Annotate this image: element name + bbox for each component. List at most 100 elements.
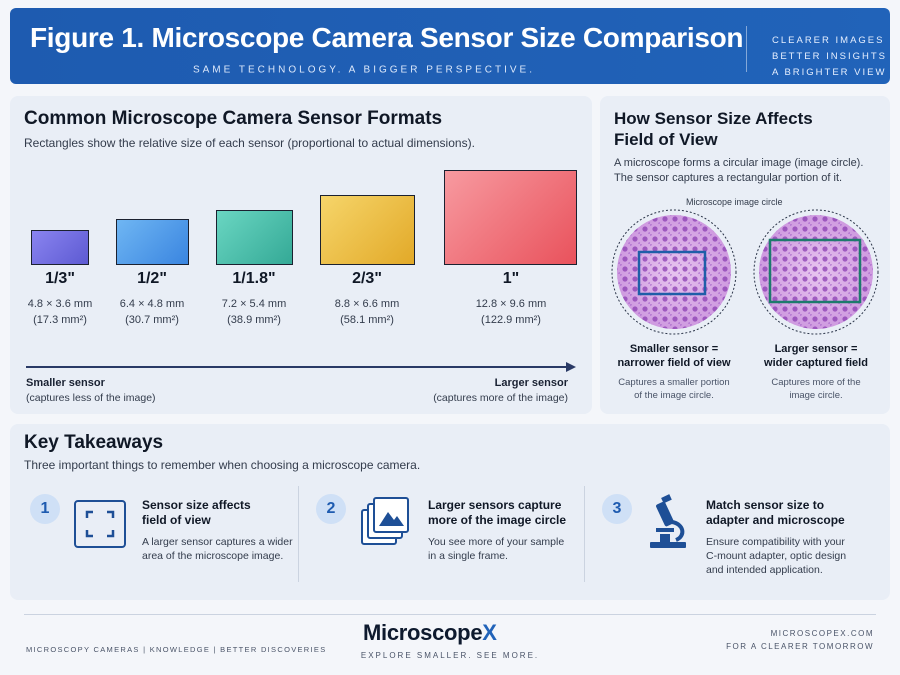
takeaway-divider bbox=[298, 486, 299, 582]
axis-left-label: Smaller sensor bbox=[26, 377, 105, 389]
brand-logo-main: Microscope bbox=[363, 620, 483, 645]
footer-website-link[interactable]: MICROSCOPEX.COM bbox=[770, 629, 874, 638]
takeaway-title-3: Match sensor size to adapter and microsc… bbox=[706, 498, 845, 528]
takeaway-text-1-line1: A larger sensor captures a wider bbox=[142, 536, 293, 548]
takeaway-title-2-line1: Larger sensors capture bbox=[428, 498, 562, 512]
sensor-dims-value: 4.8 × 3.6 mm bbox=[27, 298, 93, 310]
sensor-area-value: (122.9 mm²) bbox=[481, 314, 541, 326]
tagline-1: CLEARER IMAGES bbox=[772, 35, 885, 46]
brand-tagline: EXPLORE SMALLER. SEE MORE. bbox=[360, 651, 540, 660]
fov-small-caption: Smaller sensor = narrower field of view bbox=[608, 342, 740, 370]
footer-categories: MICROSCOPY CAMERAS | KNOWLEDGE | BETTER … bbox=[26, 645, 327, 654]
fov-heading-line1: How Sensor Size Affects bbox=[614, 109, 813, 128]
sensor-rect-1 bbox=[444, 170, 577, 265]
fov-small-sub-line2: of the image circle. bbox=[634, 390, 714, 401]
fov-small-sub-line1: Captures a smaller portion bbox=[618, 377, 730, 388]
sensor-rect-2-3 bbox=[320, 195, 415, 265]
fov-large-sub: Captures more of the image circle. bbox=[750, 376, 882, 402]
takeaway-text-3-line3: and intended application. bbox=[706, 564, 823, 576]
sensor-rect-1-2 bbox=[116, 219, 189, 265]
takeaway-text-2: You see more of your sample in a single … bbox=[428, 535, 564, 563]
sensor-name-1-1-8: 1/1.8" bbox=[232, 270, 276, 287]
footer-slogan: FOR A CLEARER TOMORROW bbox=[726, 642, 874, 651]
small-sensor-frame bbox=[637, 250, 707, 296]
tagline-2: BETTER INSIGHTS bbox=[772, 51, 887, 62]
takeaways-heading: Key Takeaways bbox=[24, 432, 164, 453]
takeaways-description: Three important things to remember when … bbox=[24, 458, 421, 472]
header-subtitle: SAME TECHNOLOGY. A BIGGER PERSPECTIVE. bbox=[192, 64, 536, 76]
fov-small-caption-line2: narrower field of view bbox=[617, 357, 731, 369]
takeaway-number-1: 1 bbox=[30, 494, 60, 524]
large-sensor-frame bbox=[768, 238, 862, 304]
takeaway-text-2-line2: in a single frame. bbox=[428, 550, 508, 562]
fov-description: A microscope forms a circular image (ima… bbox=[614, 156, 886, 186]
sensor-name-1-3: 1/3" bbox=[45, 270, 75, 287]
footer-divider bbox=[24, 614, 876, 615]
fov-large-caption-line2: wider captured field bbox=[764, 357, 868, 369]
formats-heading: Common Microscope Camera Sensor Formats bbox=[24, 108, 443, 129]
takeaway-text-1-line2: area of the microscope image. bbox=[142, 550, 284, 562]
fov-large-sub-line1: Captures more of the bbox=[771, 377, 861, 388]
takeaway-title-3-line2: adapter and microscope bbox=[706, 513, 845, 527]
sensor-dims-1-1-8: 7.2 × 5.4 mm (38.9 mm²) bbox=[194, 296, 314, 328]
image-circle-large bbox=[753, 209, 879, 335]
fov-heading-line2: Field of View bbox=[614, 130, 718, 149]
brand-logo-x: X bbox=[482, 620, 497, 645]
sensor-dims-1-2: 6.4 × 4.8 mm (30.7 mm²) bbox=[92, 296, 212, 328]
arrow-right-icon bbox=[566, 362, 576, 372]
sensor-area-value: (38.9 mm²) bbox=[227, 314, 281, 326]
header-taglines: CLEARER IMAGES BETTER INSIGHTS A BRIGHTE… bbox=[772, 33, 887, 81]
sensor-dims-1-3: 4.8 × 3.6 mm (17.3 mm²) bbox=[0, 296, 120, 328]
header-banner: Figure 1. Microscope Camera Sensor Size … bbox=[10, 8, 890, 84]
sensor-area-value: (30.7 mm²) bbox=[125, 314, 179, 326]
takeaway-text-2-line1: You see more of your sample bbox=[428, 536, 565, 548]
fov-small-sub: Captures a smaller portion of the image … bbox=[608, 376, 740, 402]
key-takeaways-panel: Key Takeaways Three important things to … bbox=[10, 424, 890, 600]
sensor-dims-value: 7.2 × 5.4 mm bbox=[221, 298, 287, 310]
fov-small-caption-line1: Smaller sensor = bbox=[629, 343, 719, 355]
takeaway-title-1-line2: field of view bbox=[142, 513, 211, 527]
takeaway-title-1-line1: Sensor size affects bbox=[142, 498, 251, 512]
takeaway-text-3: Ensure compatibility with your C-mount a… bbox=[706, 535, 846, 577]
field-of-view-panel: How Sensor Size Affects Field of View A … bbox=[600, 96, 890, 414]
sensor-dims-1: 12.8 × 9.6 mm (122.9 mm²) bbox=[451, 296, 571, 328]
page-title: Figure 1. Microscope Camera Sensor Size … bbox=[30, 22, 744, 53]
fov-large-caption-line1: Larger sensor = bbox=[774, 343, 858, 355]
takeaway-number-3: 3 bbox=[602, 494, 632, 524]
axis-right-label: Larger sensor bbox=[494, 377, 568, 389]
frame-icon bbox=[74, 500, 126, 548]
takeaway-title-2-line2: more of the image circle bbox=[428, 513, 567, 527]
header-divider bbox=[746, 26, 747, 72]
takeaway-text-1: A larger sensor captures a wider area of… bbox=[142, 535, 293, 563]
fov-illustration bbox=[611, 209, 879, 335]
takeaway-title-2: Larger sensors capture more of the image… bbox=[428, 498, 566, 528]
axis-right-sub: (captures more of the image) bbox=[433, 392, 568, 404]
tagline-3: A BRIGHTER VIEW bbox=[772, 67, 887, 78]
fov-large-caption: Larger sensor = wider captured field bbox=[750, 342, 882, 370]
sensor-dims-2-3: 8.8 × 6.6 mm (58.1 mm²) bbox=[307, 296, 427, 328]
sensor-name-2-3: 2/3" bbox=[352, 270, 382, 287]
image-circle-small bbox=[611, 209, 737, 335]
sensor-dims-value: 8.8 × 6.6 mm bbox=[334, 298, 400, 310]
axis-left-sub: (captures less of the image) bbox=[26, 392, 156, 404]
fov-heading: How Sensor Size Affects Field of View bbox=[614, 108, 813, 150]
fov-description-line2: The sensor captures a rectangular portio… bbox=[614, 172, 843, 184]
takeaway-text-3-line2: C-mount adapter, optic design bbox=[706, 550, 847, 562]
brand-logo[interactable]: MicroscopeX bbox=[363, 620, 497, 646]
sensor-area-value: (58.1 mm²) bbox=[340, 314, 394, 326]
sensor-name-1: 1" bbox=[502, 270, 520, 287]
sensor-rect-1-1-8 bbox=[216, 210, 293, 265]
sensor-name-1-2: 1/2" bbox=[137, 270, 167, 287]
takeaway-title-1: Sensor size affects field of view bbox=[142, 498, 251, 528]
takeaway-number-2: 2 bbox=[316, 494, 346, 524]
sensor-area-value: (17.3 mm²) bbox=[33, 314, 87, 326]
image-circle-label: Microscope image circle bbox=[686, 197, 783, 207]
takeaway-title-3-line1: Match sensor size to bbox=[706, 498, 825, 512]
formats-description: Rectangles show the relative size of eac… bbox=[24, 136, 475, 150]
takeaway-divider bbox=[584, 486, 585, 582]
size-axis-line bbox=[26, 366, 566, 368]
microscope-icon bbox=[650, 494, 686, 548]
sensor-rect-1-3 bbox=[31, 230, 89, 265]
fov-description-line1: A microscope forms a circular image (ima… bbox=[614, 157, 864, 169]
takeaway-text-3-line1: Ensure compatibility with your bbox=[706, 536, 845, 548]
